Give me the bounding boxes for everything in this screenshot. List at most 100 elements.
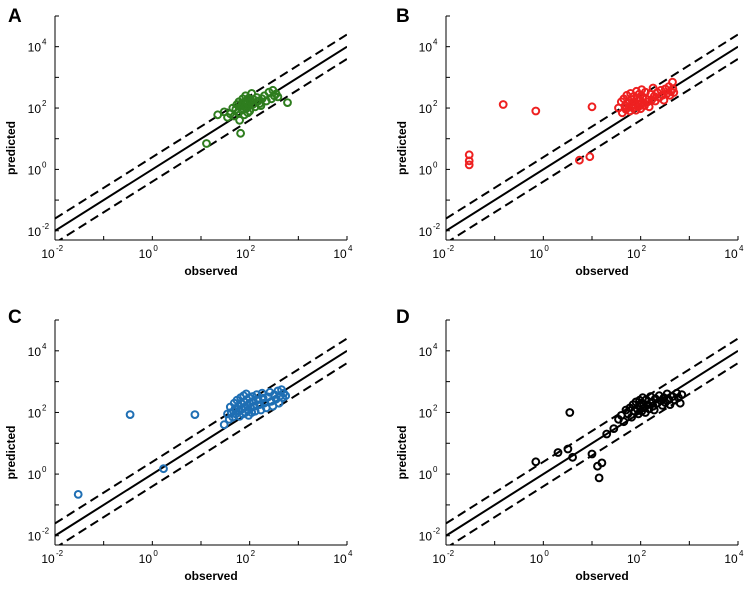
y-tick-exponent: 2 xyxy=(42,99,47,108)
x-tick-exponent: 0 xyxy=(153,244,158,253)
data-point xyxy=(669,88,679,97)
y-tick-exponent: -2 xyxy=(433,222,441,231)
data-point xyxy=(531,457,541,467)
data-point xyxy=(568,452,577,462)
data-point xyxy=(252,390,262,400)
data-point xyxy=(464,160,474,170)
y-tick-exponent: 4 xyxy=(42,342,47,351)
x-tick-exponent: 0 xyxy=(544,549,549,558)
x-tick-exponent: -2 xyxy=(447,244,455,253)
data-point xyxy=(253,395,263,405)
x-tick-label: 10 xyxy=(139,247,153,261)
data-point xyxy=(575,155,584,165)
x-tick-label: 10 xyxy=(432,552,446,566)
data-point xyxy=(609,424,619,434)
x-tick-exponent: -2 xyxy=(56,549,64,558)
reference-lines xyxy=(55,33,347,240)
reference-lines xyxy=(446,337,738,545)
data-point xyxy=(587,449,597,459)
y-axis-title: predicted xyxy=(395,425,409,479)
data-point xyxy=(649,405,659,415)
x-tick-label: 10 xyxy=(530,552,544,566)
data-point xyxy=(202,139,211,148)
panel-b: B10 -2 10 0 10 2 10 410 -210 010 210 4observedpredi… xyxy=(395,6,744,278)
upper-bound-line xyxy=(55,337,347,525)
x-tick-label: 10 xyxy=(432,247,446,261)
lower-bound-line xyxy=(57,58,347,240)
y-tick-label: 10 xyxy=(419,102,433,116)
x-tick-label: 10 xyxy=(139,552,153,566)
x-tick-exponent: 4 xyxy=(739,244,744,253)
reference-lines xyxy=(55,337,347,545)
y-tick-label: 10 xyxy=(28,530,42,544)
x-axis-title: observed xyxy=(575,264,628,278)
data-point xyxy=(659,95,669,105)
y-tick-label: 10 xyxy=(28,41,42,55)
y-tick-label: 10 xyxy=(28,345,42,359)
x-tick-label: 10 xyxy=(236,247,250,261)
x-tick-exponent: 2 xyxy=(642,244,647,253)
data-point xyxy=(619,417,629,427)
data-point xyxy=(125,410,135,420)
data-point xyxy=(594,473,604,483)
panel-label: B xyxy=(396,6,410,27)
x-tick-exponent: 2 xyxy=(642,549,647,558)
x-axis-title: observed xyxy=(575,569,628,583)
x-tick-label: 10 xyxy=(236,552,250,566)
lower-bound-line xyxy=(448,362,738,545)
data-point xyxy=(250,401,259,411)
x-tick-exponent: -2 xyxy=(56,244,64,253)
data-point xyxy=(644,102,654,112)
panel-d: D10 -2 10 0 10 2 10 410 -210 010 210 4observedpredi… xyxy=(395,307,744,583)
x-axis-title: observed xyxy=(184,264,237,278)
x-tick-label: 10 xyxy=(333,552,347,566)
y-tick-exponent: -2 xyxy=(42,222,50,231)
data-point xyxy=(498,100,508,109)
data-point xyxy=(219,420,229,430)
y-tick-label: 10 xyxy=(419,225,433,239)
panel-label: D xyxy=(396,307,410,328)
panel-a: A10 -2 10 0 10 2 10 410 -210 010 210 4observedpredi… xyxy=(4,6,353,278)
data-point xyxy=(665,400,675,410)
identity-line xyxy=(55,45,347,232)
lower-bound-line xyxy=(448,58,738,240)
upper-bound-line xyxy=(446,337,738,525)
data-point xyxy=(236,128,246,138)
x-tick-label: 10 xyxy=(530,247,544,261)
y-tick-exponent: 4 xyxy=(433,38,438,47)
axis-ticks xyxy=(445,15,739,240)
x-tick-exponent: -2 xyxy=(447,549,455,558)
data-point xyxy=(585,152,595,162)
x-tick-label: 10 xyxy=(41,247,55,261)
reference-lines xyxy=(446,33,738,240)
y-tick-exponent: 2 xyxy=(42,403,47,412)
x-tick-exponent: 2 xyxy=(251,549,256,558)
data-point xyxy=(273,92,283,102)
x-tick-label: 10 xyxy=(724,247,738,261)
data-point xyxy=(587,102,597,112)
panel-label: A xyxy=(8,6,22,27)
axis-ticks xyxy=(445,319,739,545)
y-tick-exponent: 0 xyxy=(42,465,47,474)
y-tick-exponent: 0 xyxy=(433,465,438,474)
data-point xyxy=(257,388,267,398)
y-tick-label: 10 xyxy=(28,468,42,482)
data-point xyxy=(283,98,292,107)
scatter-points xyxy=(202,85,292,148)
data-point xyxy=(672,388,682,398)
y-tick-exponent: 2 xyxy=(433,403,438,412)
x-tick-exponent: 4 xyxy=(739,549,744,558)
x-tick-exponent: 4 xyxy=(348,244,353,253)
x-tick-exponent: 4 xyxy=(348,549,353,558)
data-point xyxy=(654,391,664,401)
identity-line xyxy=(446,349,738,537)
data-point xyxy=(235,115,245,125)
y-tick-label: 10 xyxy=(419,530,433,544)
x-tick-label: 10 xyxy=(627,247,641,261)
data-point xyxy=(258,393,268,403)
x-tick-label: 10 xyxy=(627,552,641,566)
y-tick-label: 10 xyxy=(28,225,42,239)
lower-bound-line xyxy=(57,362,347,545)
axis-ticks xyxy=(54,15,348,240)
y-tick-exponent: 0 xyxy=(433,160,438,169)
